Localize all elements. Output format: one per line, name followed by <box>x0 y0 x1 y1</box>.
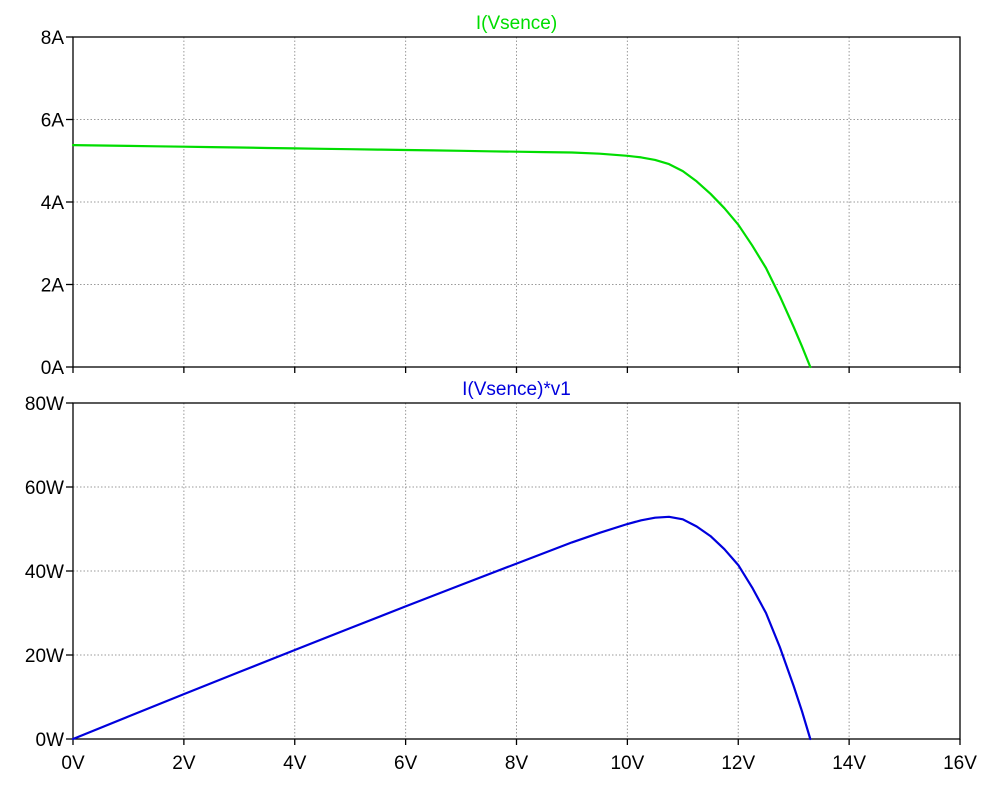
current-panel: 0A 2A 4A 6A 8A I(Vsence) <box>41 13 961 379</box>
x-tick-label: 2V <box>172 753 196 774</box>
power-trace-title: I(Vsence)*v1 <box>462 379 571 400</box>
x-tick-label: 16V <box>943 753 977 774</box>
current-trace-title: I(Vsence) <box>476 13 557 34</box>
x-tick-label: 14V <box>832 753 866 774</box>
y-tick-label: 40W <box>25 562 64 583</box>
x-tick-label: 10V <box>610 753 644 774</box>
x-tick-label: 4V <box>283 753 307 774</box>
y-tick-label: 0W <box>36 730 65 751</box>
power-series-line <box>71 515 812 741</box>
y-tick-label: 8A <box>41 28 65 49</box>
x-tick-label: 12V <box>721 753 755 774</box>
current-series-line <box>71 144 812 369</box>
y-tick-label: 2A <box>41 276 65 297</box>
y-tick-label: 0A <box>41 358 65 379</box>
y-tick-label: 60W <box>25 478 64 499</box>
y-tick-label: 4A <box>41 193 65 214</box>
power-panel: 0W 20W 40W 60W 80W 0V 2V 4V 6V 8V 10V 12V 14V 16V I(Vs… <box>25 379 977 774</box>
x-tick-label: 0V <box>61 753 85 774</box>
x-tick-label: 8V <box>505 753 529 774</box>
y-tick-label: 80W <box>25 394 64 415</box>
y-tick-label: 20W <box>25 646 64 667</box>
x-tick-label: 6V <box>394 753 418 774</box>
y-tick-label: 6A <box>41 111 65 132</box>
